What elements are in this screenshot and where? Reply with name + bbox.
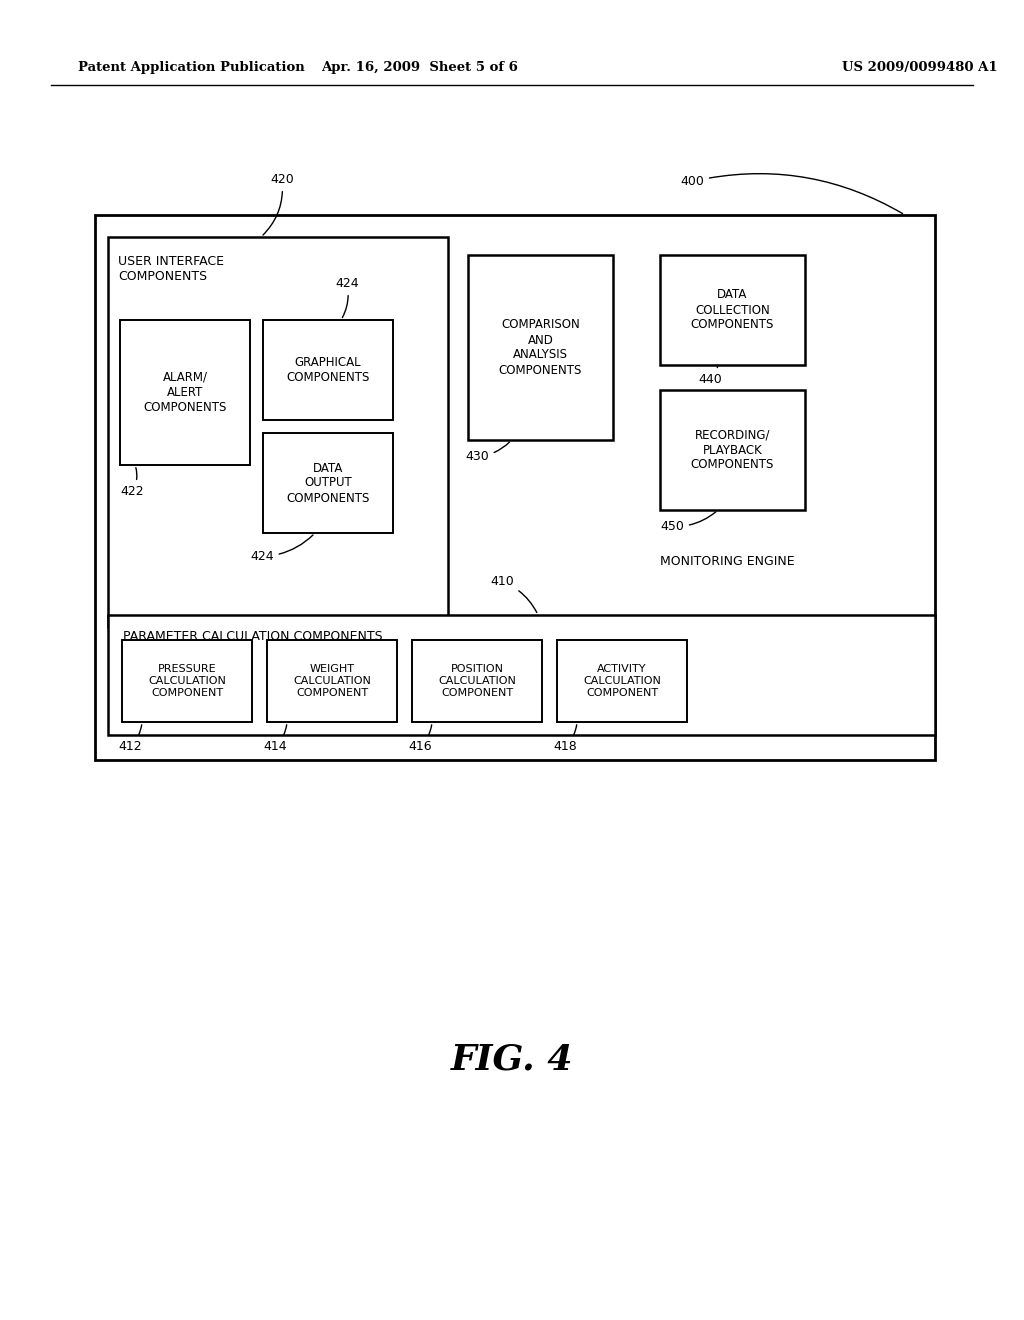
Bar [557,640,687,722]
Text: PARAMETER CALCULATION COMPONENTS: PARAMETER CALCULATION COMPONENTS [123,630,383,643]
Text: 420: 420 [263,173,294,235]
Bar [660,255,805,366]
Text: 424: 424 [335,277,358,318]
Text: WEIGHT
CALCULATION
COMPONENT: WEIGHT CALCULATION COMPONENT [293,664,371,697]
Text: 424: 424 [250,535,313,564]
Text: ALARM/
ALERT
COMPONENTS: ALARM/ ALERT COMPONENTS [143,371,226,414]
Text: POSITION
CALCULATION
COMPONENT: POSITION CALCULATION COMPONENT [438,664,516,697]
Text: 450: 450 [660,512,716,533]
Text: COMPARISON
AND
ANALYSIS
COMPONENTS: COMPARISON AND ANALYSIS COMPONENTS [499,318,583,376]
Text: RECORDING/
PLAYBACK
COMPONENTS: RECORDING/ PLAYBACK COMPONENTS [691,429,774,471]
Bar [660,389,805,510]
Text: ACTIVITY
CALCULATION
COMPONENT: ACTIVITY CALCULATION COMPONENT [583,664,660,697]
Bar [122,640,252,722]
Text: USER INTERFACE
COMPONENTS: USER INTERFACE COMPONENTS [118,255,224,282]
Text: 422: 422 [120,467,143,498]
Text: DATA
COLLECTION
COMPONENTS: DATA COLLECTION COMPONENTS [691,289,774,331]
Bar [263,319,393,420]
Text: 410: 410 [490,576,537,612]
Text: 416: 416 [408,725,432,752]
Bar [412,640,542,722]
Bar [263,433,393,533]
Text: PRESSURE
CALCULATION
COMPONENT: PRESSURE CALCULATION COMPONENT [148,664,226,697]
Bar [468,255,613,440]
Bar [108,615,935,735]
Text: 414: 414 [263,725,287,752]
Text: MONITORING ENGINE: MONITORING ENGINE [660,554,795,568]
Text: FIG. 4: FIG. 4 [451,1043,573,1077]
Text: Apr. 16, 2009  Sheet 5 of 6: Apr. 16, 2009 Sheet 5 of 6 [322,62,518,74]
Bar [267,640,397,722]
Text: Patent Application Publication: Patent Application Publication [78,62,305,74]
Text: 430: 430 [465,442,510,463]
Text: GRAPHICAL
COMPONENTS: GRAPHICAL COMPONENTS [287,356,370,384]
Text: 418: 418 [553,725,577,752]
Text: US 2009/0099480 A1: US 2009/0099480 A1 [842,62,997,74]
Bar [120,319,250,465]
Bar [95,215,935,760]
Text: 412: 412 [118,725,141,752]
Text: 400: 400 [680,174,902,214]
Text: DATA
OUTPUT
COMPONENTS: DATA OUTPUT COMPONENTS [287,462,370,504]
Bar [108,238,449,627]
Text: 440: 440 [698,366,722,385]
